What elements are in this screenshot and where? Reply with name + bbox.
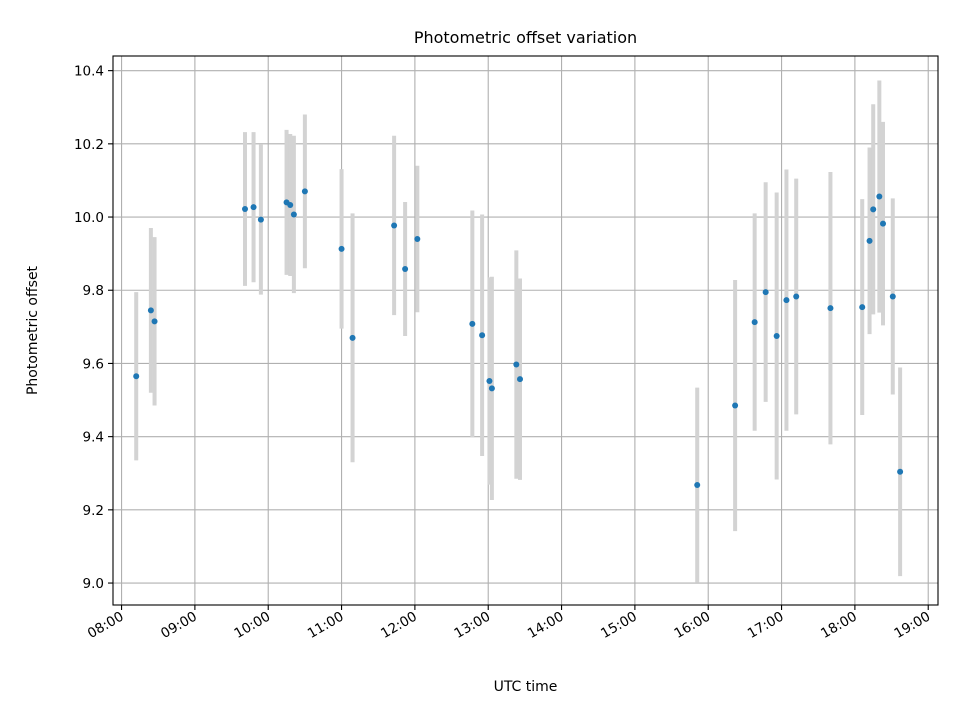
data-point xyxy=(751,319,758,326)
y-axis-label: Photometric offset xyxy=(25,265,41,395)
data-point xyxy=(486,378,493,385)
data-point xyxy=(732,402,739,409)
data-point xyxy=(257,216,264,223)
chart-title: Photometric offset variation xyxy=(414,28,637,47)
data-point xyxy=(402,266,409,273)
data-point xyxy=(338,245,345,252)
y-tick-label: 9.6 xyxy=(83,356,104,372)
data-point xyxy=(793,293,800,300)
data-point xyxy=(133,373,140,380)
data-point xyxy=(151,318,158,325)
y-tick-label: 9.2 xyxy=(83,503,104,519)
data-point xyxy=(513,361,520,368)
data-point xyxy=(866,237,873,244)
y-tick-label: 9.4 xyxy=(83,430,104,446)
data-point xyxy=(488,385,495,392)
data-point xyxy=(301,188,308,195)
data-points xyxy=(133,188,904,488)
data-point xyxy=(391,222,398,229)
data-point xyxy=(469,320,476,327)
x-axis-label: UTC time xyxy=(494,679,558,695)
data-point xyxy=(870,206,877,213)
plot-frame xyxy=(112,55,939,606)
y-tick-label: 9.8 xyxy=(83,283,104,299)
y-tick-label: 10.0 xyxy=(74,210,104,226)
data-point xyxy=(414,236,421,242)
data-point xyxy=(880,220,886,227)
data-point xyxy=(876,193,883,200)
data-point xyxy=(762,289,769,296)
data-point xyxy=(694,481,701,488)
data-point xyxy=(349,334,356,341)
data-point xyxy=(517,376,523,383)
data-point xyxy=(889,293,896,300)
data-point xyxy=(147,307,154,314)
data-point xyxy=(287,201,294,208)
y-tick-label: 10.4 xyxy=(74,64,104,80)
data-point xyxy=(479,332,486,339)
data-point xyxy=(250,204,257,211)
data-point xyxy=(242,205,248,212)
grid xyxy=(113,56,938,605)
data-point xyxy=(897,468,904,475)
data-point xyxy=(827,305,834,312)
data-point xyxy=(773,332,780,339)
data-point xyxy=(290,211,297,218)
data-point xyxy=(783,297,790,304)
data-point xyxy=(859,304,866,311)
y-tick-label: 10.2 xyxy=(74,137,104,153)
y-tick-label: 9.0 xyxy=(83,576,104,592)
